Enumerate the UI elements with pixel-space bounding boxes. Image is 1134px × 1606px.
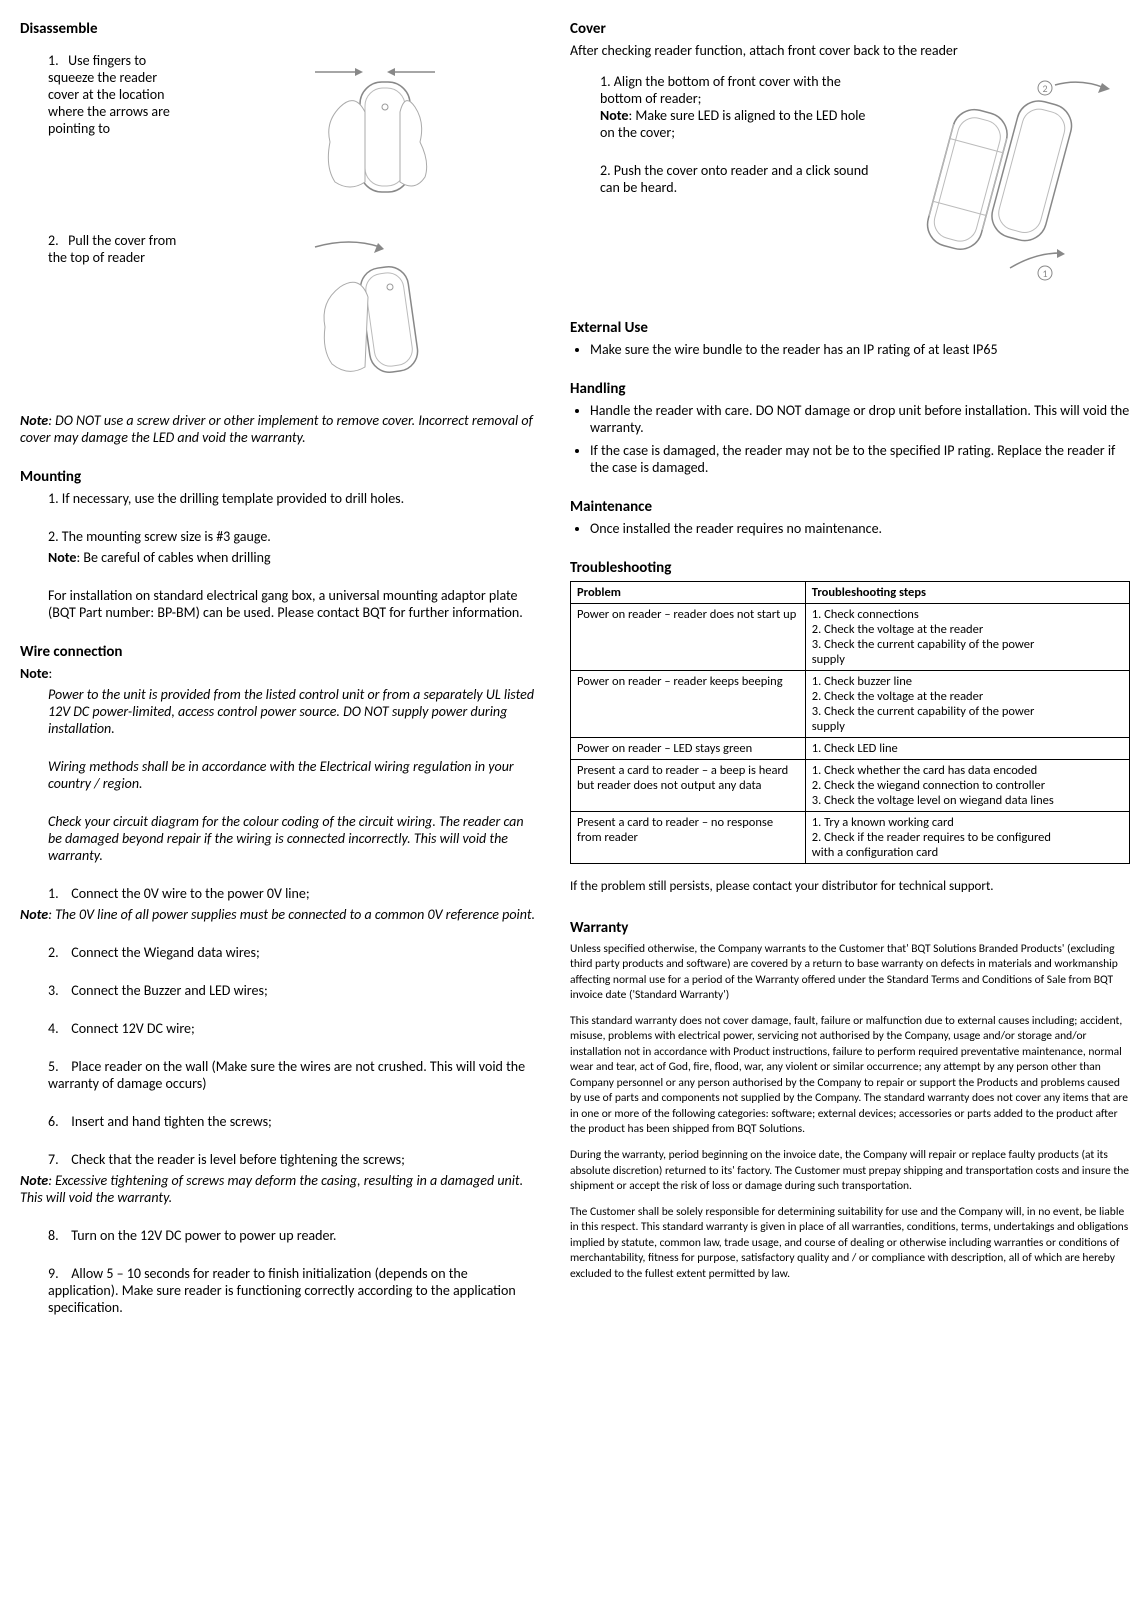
- wire-step-1-note: Note: The 0V line of all power supplies …: [20, 906, 540, 923]
- disassemble-image-2: [200, 232, 540, 392]
- heading-warranty: Warranty: [570, 918, 1130, 938]
- heading-maintenance: Maintenance: [570, 498, 1130, 516]
- section-handling: Handling Handle the reader with care. DO…: [570, 380, 1130, 476]
- wire-step-9: 9. Allow 5 – 10 seconds for reader to fi…: [48, 1265, 540, 1316]
- ts-header-steps: Troubleshooting steps: [805, 582, 1129, 604]
- handling-bullet-1: Handle the reader with care. DO NOT dama…: [590, 402, 1130, 436]
- wire-step-7: 7. Check that the reader is level before…: [48, 1151, 540, 1168]
- disassemble-step-2: 2. Pull the cover from the top of reader: [48, 232, 190, 266]
- warranty-p1: Unless specified otherwise, the Company …: [570, 942, 1130, 1004]
- disassemble-image-1: [200, 52, 540, 212]
- cover-step-2: 2. Push the cover onto reader and a clic…: [600, 162, 870, 196]
- ts-row: Present a card to reader – a beep is hea…: [571, 760, 1130, 812]
- disassemble-note: Note: DO NOT use a screw driver or other…: [20, 412, 540, 446]
- section-warranty: Warranty Unless specified otherwise, the…: [570, 918, 1130, 1283]
- ts-row: Present a card to reader – no response f…: [571, 812, 1130, 864]
- wire-step-2: 2. Connect the Wiegand data wires;: [48, 944, 540, 961]
- svg-text:2: 2: [1042, 82, 1047, 95]
- wire-note-p1: Power to the unit is provided from the l…: [48, 686, 540, 737]
- section-mounting: Mounting 1. If necessary, use the drilli…: [20, 468, 540, 621]
- ts-row: Power on reader – reader keeps beeping 1…: [571, 671, 1130, 738]
- handling-bullet-2: If the case is damaged, the reader may n…: [590, 442, 1130, 476]
- ts-row: Power on reader – reader does not start …: [571, 604, 1130, 671]
- wire-step-7-note: Note: Excessive tightening of screws may…: [20, 1172, 540, 1206]
- section-cover: Cover After checking reader function, at…: [570, 20, 1130, 297]
- ts-row: Power on reader – LED stays green 1. Che…: [571, 738, 1130, 760]
- disassemble-step-1: 1. Use fingers to squeeze the reader cov…: [48, 52, 190, 137]
- section-maintenance: Maintenance Once installed the reader re…: [570, 498, 1130, 537]
- external-bullet: Make sure the wire bundle to the reader …: [590, 341, 1130, 358]
- svg-text:1: 1: [1042, 267, 1047, 280]
- ts-header-problem: Problem: [571, 582, 806, 604]
- mounting-step-1: 1. If necessary, use the drilling templa…: [48, 490, 540, 507]
- mounting-step-2: 2. The mounting screw size is #3 gauge.: [48, 528, 540, 545]
- wire-step-5: 5. Place reader on the wall (Make sure t…: [48, 1058, 540, 1092]
- troubleshooting-table: Problem Troubleshooting steps Power on r…: [570, 581, 1130, 864]
- cover-image: 2 1: [870, 73, 1130, 297]
- section-disassemble: Disassemble 1. Use fingers to squeeze th…: [20, 20, 540, 446]
- heading-troubleshooting: Troubleshooting: [570, 559, 1130, 577]
- maintenance-bullet: Once installed the reader requires no ma…: [590, 520, 1130, 537]
- troubleshooting-persist: If the problem still persists, please co…: [570, 878, 1130, 896]
- wire-note-p3: Check your circuit diagram for the colou…: [48, 813, 540, 864]
- mounting-note: Note: Be careful of cables when drilling: [48, 549, 540, 566]
- wire-step-3: 3. Connect the Buzzer and LED wires;: [48, 982, 540, 999]
- section-external: External Use Make sure the wire bundle t…: [570, 319, 1130, 358]
- wire-step-4: 4. Connect 12V DC wire;: [48, 1020, 540, 1037]
- section-troubleshooting: Troubleshooting Problem Troubleshooting …: [570, 559, 1130, 896]
- heading-cover: Cover: [570, 20, 1130, 38]
- wire-step-6: 6. Insert and hand tighten the screws;: [48, 1113, 540, 1130]
- wire-note-p2: Wiring methods shall be in accordance wi…: [48, 758, 540, 792]
- cover-step-1: 1. Align the bottom of front cover with …: [600, 73, 870, 141]
- warranty-p4: The Customer shall be solely responsible…: [570, 1205, 1130, 1283]
- warranty-p3: During the warranty, period beginning on…: [570, 1148, 1130, 1195]
- heading-wire: Wire connection: [20, 643, 540, 661]
- wire-step-1: 1. Connect the 0V wire to the power 0V l…: [48, 885, 540, 902]
- heading-mounting: Mounting: [20, 468, 540, 486]
- mounting-adaptor: For installation on standard electrical …: [48, 587, 540, 621]
- heading-external: External Use: [570, 319, 1130, 337]
- wire-note-label: Note:: [20, 665, 540, 682]
- heading-handling: Handling: [570, 380, 1130, 398]
- section-wire: Wire connection Note: Power to the unit …: [20, 643, 540, 1316]
- heading-disassemble: Disassemble: [20, 20, 540, 38]
- wire-step-8: 8. Turn on the 12V DC power to power up …: [48, 1227, 540, 1244]
- warranty-p2: This standard warranty does not cover da…: [570, 1014, 1130, 1138]
- cover-intro: After checking reader function, attach f…: [570, 42, 1130, 59]
